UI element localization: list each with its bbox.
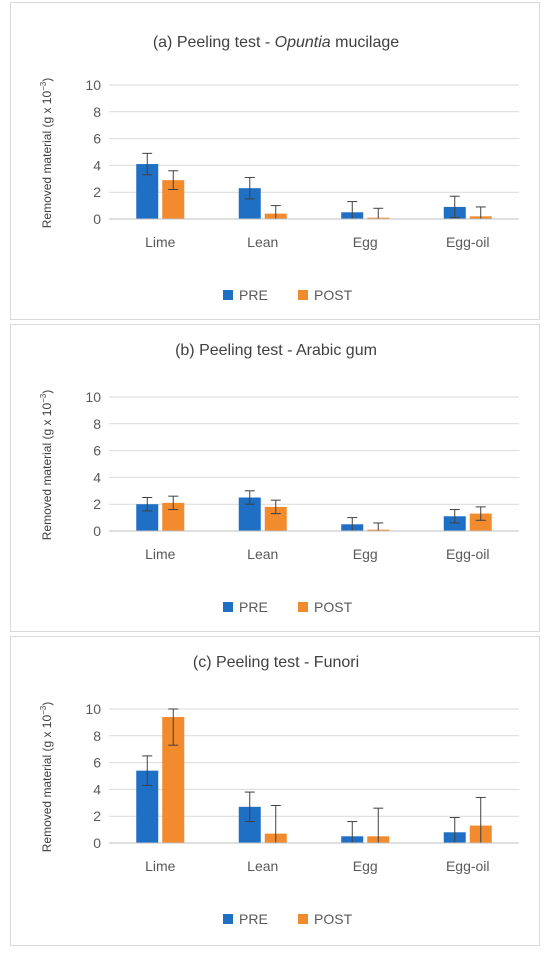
bar-post-lime <box>162 717 185 843</box>
legend-swatch-pre <box>223 290 233 300</box>
chart-title-text: (b) Peeling test - Arabic gum <box>175 342 377 359</box>
y-tick-label: 4 <box>93 469 101 485</box>
legend-label-pre: PRE <box>239 599 268 615</box>
y-tick-label: 10 <box>85 77 101 93</box>
bar-pre-lime <box>136 164 159 219</box>
y-axis-label-exponent: −3 <box>39 705 48 715</box>
y-tick-label: 8 <box>93 728 101 744</box>
y-tick-label: 0 <box>93 523 101 539</box>
x-tick-label: Egg <box>353 858 378 874</box>
x-tick-label: Lime <box>145 546 176 562</box>
bar-pre-lime <box>136 504 159 531</box>
chart-panel-c: (c) Peeling test - Funori Removed materia… <box>10 636 540 946</box>
y-axis-label: Removed material (g x 10−3) <box>39 702 54 853</box>
bar-pre-egg-oil <box>443 516 466 531</box>
x-tick-label: Egg-oil <box>446 546 490 562</box>
legend-swatch-pre <box>223 914 233 924</box>
bar-pre-lime <box>136 770 159 843</box>
legend-swatch-pre <box>223 602 233 612</box>
x-tick-label: Egg-oil <box>446 234 490 250</box>
y-axis-label-text: Removed material (g x 10 <box>40 715 54 853</box>
chart-b: (b) Peeling test - Arabic gum Removed mat… <box>39 342 519 615</box>
x-tick-label: Egg <box>353 546 378 562</box>
legend-label-post: POST <box>314 287 353 303</box>
y-axis-label: Removed material (g x 10−3) <box>39 78 54 229</box>
y-tick-label: 2 <box>93 496 101 512</box>
chart-title-suffix: mucilage <box>331 34 400 51</box>
chart-title-text: (a) Peeling test - <box>153 34 275 51</box>
y-axis-label: Removed material (g x 10−3) <box>39 390 54 541</box>
y-axis-label-close: ) <box>40 390 54 394</box>
x-tick-label: Lean <box>247 234 278 250</box>
legend-label-pre: PRE <box>239 911 268 927</box>
y-tick-label: 2 <box>93 184 101 200</box>
legend-swatch-post <box>298 914 308 924</box>
chart-c: (c) Peeling test - Funori Removed materia… <box>39 654 519 927</box>
y-axis-label-exponent: −3 <box>39 81 48 91</box>
x-tick-label: Lean <box>247 858 278 874</box>
y-tick-label: 10 <box>85 701 101 717</box>
bar-post-lime <box>162 180 185 219</box>
x-tick-label: Lime <box>145 858 176 874</box>
legend-label-post: POST <box>314 599 353 615</box>
x-tick-label: Egg-oil <box>446 858 490 874</box>
chart-title: (a) Peeling test - Opuntia mucilage <box>153 34 399 51</box>
y-tick-label: 6 <box>93 443 101 459</box>
chart-panel-b: (b) Peeling test - Arabic gum Removed mat… <box>10 324 540 632</box>
chart-panel-a: (a) Peeling test - Opuntia mucilage Remov… <box>10 2 540 320</box>
x-tick-label: Lime <box>145 234 176 250</box>
legend-swatch-post <box>298 290 308 300</box>
y-axis-label-close: ) <box>40 702 54 706</box>
y-tick-label: 2 <box>93 808 101 824</box>
chart-a: (a) Peeling test - Opuntia mucilage Remov… <box>39 34 519 303</box>
y-tick-label: 8 <box>93 104 101 120</box>
chart-title: (c) Peeling test - Funori <box>193 654 359 671</box>
x-tick-label: Lean <box>247 546 278 562</box>
y-tick-label: 10 <box>85 389 101 405</box>
bar-post-egg-oil <box>469 513 492 531</box>
bar-pre-lean <box>238 497 261 531</box>
y-axis-label-close: ) <box>40 78 54 82</box>
legend-swatch-post <box>298 602 308 612</box>
bar-pre-lean <box>238 806 261 843</box>
legend-label-post: POST <box>314 911 353 927</box>
bar-post-lean <box>264 506 287 531</box>
legend-label-pre: PRE <box>239 287 268 303</box>
y-axis-label-text: Removed material (g x 10 <box>40 403 54 541</box>
y-tick-label: 6 <box>93 131 101 147</box>
y-tick-label: 8 <box>93 416 101 432</box>
y-tick-label: 6 <box>93 755 101 771</box>
y-axis-label-exponent: −3 <box>39 393 48 403</box>
bar-pre-lean <box>238 188 261 219</box>
chart-title-italic: Opuntia <box>275 34 331 51</box>
y-axis-label-text: Removed material (g x 10 <box>40 91 54 229</box>
y-tick-label: 0 <box>93 211 101 227</box>
y-tick-label: 4 <box>93 157 101 173</box>
y-tick-label: 4 <box>93 781 101 797</box>
chart-title: (b) Peeling test - Arabic gum <box>175 342 377 359</box>
chart-title-text: (c) Peeling test - Funori <box>193 654 359 671</box>
bar-post-lime <box>162 502 185 531</box>
y-tick-label: 0 <box>93 835 101 851</box>
x-tick-label: Egg <box>353 234 378 250</box>
